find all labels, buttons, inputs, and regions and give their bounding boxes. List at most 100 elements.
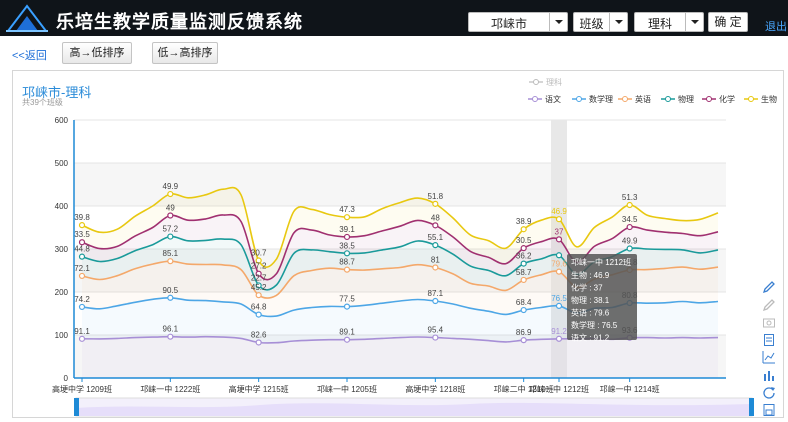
data-view-icon[interactable] [762,333,776,347]
data-point-化学 [78,239,86,246]
grid-band [74,335,726,378]
tooltip-line: 语文 : 91.2 [571,333,610,343]
data-label: 45.2 [251,283,267,292]
tooltip-line: 数学理 : 76.5 [571,320,618,330]
data-point-数学理 [78,303,86,311]
data-label: 74.2 [74,295,90,304]
y-tick-label: 100 [55,331,69,340]
area-数学理 [82,297,718,343]
back-link[interactable]: <<返回 [12,50,47,62]
data-label: 34.5 [622,215,638,224]
data-point-生物 [343,214,351,221]
region-select[interactable]: 邛崃市 [468,12,568,32]
logout-link[interactable]: 退出 [765,21,787,33]
data-point-物理 [255,282,262,289]
data-label: 37 [555,227,564,236]
y-tick-label: 500 [55,159,69,168]
data-zoom-handle-right [749,398,754,416]
data-zoom-shadow [76,402,752,416]
data-label: 68.4 [516,298,532,307]
legend-marker [748,96,754,102]
data-point-物理 [520,260,527,267]
sort-low-to-high-button[interactable]: 低→高排序 [152,42,218,64]
x-tick-label: 高埂中学 1218班 [405,384,465,394]
y-tick-label: 400 [55,202,69,211]
data-label: 55.1 [428,233,444,242]
data-label: 86.9 [516,328,532,337]
data-label: 39.8 [74,213,90,222]
tooltip-line: 物理 : 38.1 [571,295,610,305]
data-label: 46.9 [551,207,567,216]
data-point-生物 [432,200,439,207]
class-select[interactable]: 班级 [573,12,628,32]
tooltip-line: 生物 : 46.9 [571,270,610,280]
chart-subtitle: 共39个班级 [22,98,63,107]
camera-icon[interactable] [762,315,776,329]
confirm-button[interactable]: 确 定 [708,12,748,32]
data-point-英语 [78,272,86,280]
data-point-化学 [432,222,439,229]
data-label: 51.3 [622,193,638,202]
y-tick-label: 600 [55,116,69,125]
bar-chart-icon[interactable] [762,368,776,382]
data-point-化学 [555,236,563,243]
x-tick-label: 邛崃二中 1210班 [494,384,554,394]
data-point-化学 [343,233,351,241]
data-label: 76.5 [551,294,567,303]
legend-item-生物: 生物 [744,94,777,104]
refresh-icon[interactable] [762,385,776,399]
legend-item-语文: 语文 [528,94,561,104]
data-label: 22.7 [251,273,267,282]
legend-label: 数学理 [589,94,613,104]
sort-high-to-low-button[interactable]: 高→低排序 [62,42,132,64]
eraser-icon[interactable] [762,298,776,312]
x-tick-label: 邛崃一中 1205班 [317,384,377,394]
data-point-语文 [520,337,527,344]
legend-marker [665,96,671,102]
data-label: 39.1 [339,225,355,234]
data-point-生物 [255,257,262,264]
y-tick-label: 200 [55,288,69,297]
data-label: 30.7 [251,249,267,258]
y-tick-label: 300 [55,245,69,254]
save-icon[interactable] [762,403,776,417]
data-label: 85.1 [163,249,179,258]
legend-marker [622,96,628,102]
data-label: 87.1 [428,289,444,298]
data-point-物理 [555,252,563,259]
data-label: 81 [431,255,440,264]
data-label: 77.5 [339,295,355,304]
data-label: 48 [431,213,440,222]
data-label: 58.7 [516,268,532,277]
top-bar: 乐培生教学质量监测反馈系统 邛崃市 班级 理科 确 定 退出 [0,0,788,36]
data-point-生物 [167,190,174,198]
tooltip [567,254,637,340]
x-tick-label: 邛崃一中 1212班 [529,384,589,394]
data-point-语文 [555,335,563,342]
subject-select[interactable]: 理科 [634,12,704,32]
chevron-down-icon [685,13,703,31]
tooltip-line: 化学 : 37 [571,283,603,293]
data-label: 38.9 [516,217,532,226]
area-英语 [82,261,718,317]
data-point-化学 [520,245,527,252]
data-point-生物 [520,226,527,233]
legend-label: 生物 [761,94,777,104]
x-tick-label: 高埂中学 1215班 [229,384,289,394]
data-point-英语 [520,276,527,284]
app-title: 乐培生教学质量监测反馈系统 [56,12,303,33]
legend-label: 英语 [635,94,651,104]
chart-toolbox [762,280,778,420]
data-label: 79.6 [551,260,567,269]
line-chart-icon[interactable] [762,350,776,364]
data-label: 30.5 [516,236,532,245]
chart-panel [12,70,784,418]
logo-icon [6,4,48,32]
area-语文 [82,336,718,378]
pencil-icon[interactable] [762,280,776,294]
series-line-化学 [81,213,719,281]
data-point-数学理 [432,297,439,305]
data-label: 91.2 [551,327,567,336]
legend-marker [532,96,538,102]
data-point-化学 [255,270,262,277]
